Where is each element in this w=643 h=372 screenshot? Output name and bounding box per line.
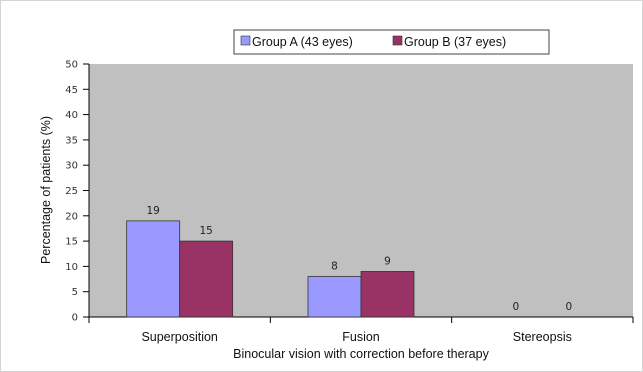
- category-labels: Superposition Fusion Stereopsis: [141, 330, 571, 344]
- bar-group-b-fusion: [360, 271, 415, 318]
- data-label: 8: [331, 261, 338, 273]
- y-tick-label: 50: [65, 60, 78, 71]
- legend-swatch-group-b: [392, 35, 403, 46]
- data-label: 0: [512, 301, 519, 313]
- y-tick-label: 0: [72, 313, 78, 324]
- legend-swatch-group-a: [240, 35, 251, 46]
- y-tick-label: 15: [65, 237, 78, 248]
- y-tick-label: 35: [65, 135, 78, 146]
- legend-box: [233, 29, 550, 55]
- y-tick-label: 5: [72, 287, 78, 298]
- y-tick-label: 25: [65, 186, 78, 197]
- x-axis-title: Binocular vision with correction before …: [233, 347, 489, 361]
- bar-series: [126, 220, 415, 318]
- x-axis-ticks: [88, 317, 634, 323]
- category-label: Superposition: [141, 330, 217, 344]
- data-label: 9: [384, 255, 391, 267]
- y-tick-label: 30: [65, 161, 78, 172]
- legend-label-group-a: Group A (43 eyes): [252, 35, 353, 49]
- legend-label-group-b: Group B (37 eyes): [404, 35, 506, 49]
- category-label: Stereopsis: [513, 330, 572, 344]
- category-label: Fusion: [342, 330, 380, 344]
- data-label: 15: [199, 225, 212, 237]
- data-label: 19: [146, 205, 159, 217]
- data-labels: 19 15 8 9 0 0: [146, 205, 572, 313]
- bar-group-b-superposition: [179, 240, 234, 318]
- y-tick-label: 40: [65, 110, 78, 121]
- y-axis-title: Percentage of patients (%): [39, 116, 53, 264]
- bar-group-a-superposition: [126, 220, 181, 318]
- y-tick-label: 20: [65, 211, 78, 222]
- y-axis-ticks: 0 5 10 15 20 25 30 35 40 45 50: [65, 60, 89, 324]
- legend: Group A (43 eyes) Group B (37 eyes): [233, 29, 550, 55]
- y-tick-label: 45: [65, 85, 78, 96]
- y-tick-label: 10: [65, 262, 78, 273]
- bar-group-a-fusion: [307, 276, 362, 318]
- data-label: 0: [565, 301, 572, 313]
